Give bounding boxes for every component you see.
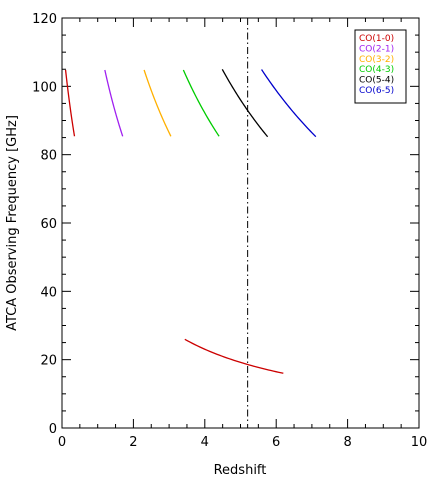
legend-item: CO(1-0): [359, 34, 394, 44]
legend-box: [354, 29, 407, 104]
x-tick-label: 6: [272, 435, 280, 450]
series-line-co-1-0: [64, 69, 76, 137]
series-line-co-3-2: [143, 69, 172, 137]
legend-item: CO(5-4): [359, 76, 394, 86]
x-tick-label: 8: [343, 435, 351, 450]
x-tick-label: 0: [58, 435, 66, 450]
x-axis-title: Redshift: [214, 463, 267, 478]
x-tick-label: 2: [129, 435, 137, 450]
y-tick-label: 80: [40, 149, 57, 164]
legend-item: CO(6-5): [359, 86, 394, 96]
y-tick-label: 60: [40, 217, 57, 232]
y-tick-label: 20: [40, 354, 57, 369]
series-line-co-2-1: [104, 69, 124, 137]
series-line-co-5-4: [221, 69, 269, 138]
y-tick-label: 40: [40, 285, 57, 300]
series-line-co-1-0: [184, 338, 284, 374]
legend-item: CO(3-2): [359, 55, 394, 65]
x-tick-label: 10: [411, 435, 428, 450]
legend: CO(1-0)CO(2-1)CO(3-2)CO(4-3)CO(5-4)CO(6-…: [354, 29, 407, 104]
series-line-co-6-5: [261, 69, 317, 138]
legend-item: CO(2-1): [359, 44, 394, 54]
y-tick-label: 0: [49, 422, 57, 437]
y-tick-label: 120: [32, 12, 57, 27]
series-layer: [64, 69, 317, 374]
y-axis-title: ATCA Observing Frequency [GHz]: [5, 115, 20, 331]
x-tick-label: 4: [201, 435, 209, 450]
y-tick-label: 100: [32, 80, 57, 95]
legend-items: CO(1-0)CO(2-1)CO(3-2)CO(4-3)CO(5-4)CO(6-…: [359, 34, 394, 96]
legend-item: CO(4-3): [359, 65, 394, 75]
series-line-co-4-3: [182, 69, 220, 137]
